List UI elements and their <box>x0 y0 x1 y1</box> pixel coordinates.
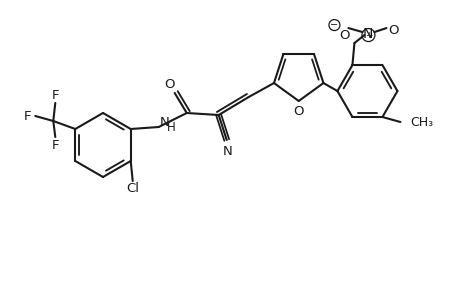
Text: CH₃: CH₃ <box>409 116 433 128</box>
Text: +: + <box>364 31 371 40</box>
Text: O: O <box>387 24 398 37</box>
Text: Cl: Cl <box>126 182 139 196</box>
Text: −: − <box>330 20 338 30</box>
Text: F: F <box>23 110 31 122</box>
Text: N: N <box>222 145 232 158</box>
Text: O: O <box>338 28 349 42</box>
Text: O: O <box>164 77 174 91</box>
Text: H: H <box>167 121 176 134</box>
Text: O: O <box>293 104 303 118</box>
Text: N: N <box>159 116 169 128</box>
Text: N: N <box>362 27 372 41</box>
Text: F: F <box>51 139 59 152</box>
Text: F: F <box>51 88 59 101</box>
